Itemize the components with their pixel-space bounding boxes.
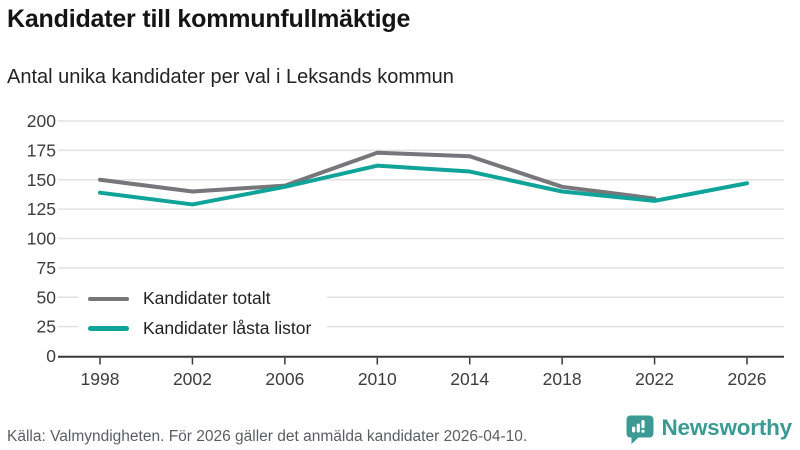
legend-swatch: [88, 296, 129, 301]
y-axis-tick-label: 75: [37, 258, 56, 278]
y-axis-tick-label: 25: [37, 317, 56, 337]
legend-swatch: [88, 326, 129, 331]
chart-subtitle: Antal unika kandidater per val i Leksand…: [7, 66, 454, 88]
x-axis-tick-label: 2010: [358, 369, 397, 389]
source-note: Källa: Valmyndigheten. För 2026 gäller d…: [7, 428, 528, 445]
x-axis-tick-label: 2022: [635, 369, 674, 389]
y-axis-tick-label: 50: [37, 287, 57, 307]
legend-label: Kandidater totalt: [143, 288, 271, 309]
legend-item-totalt: Kandidater totalt: [88, 284, 311, 314]
y-axis-tick-label: 150: [27, 170, 56, 190]
chart-title: Kandidater till kommunfullmäktige: [7, 5, 411, 33]
x-axis-tick-label: 2018: [543, 369, 582, 389]
legend: Kandidater totalt Kandidater låsta listo…: [78, 284, 328, 344]
y-axis-tick-label: 175: [27, 140, 56, 160]
y-axis-tick-label: 0: [46, 346, 56, 366]
series-line: [98, 150, 657, 201]
newsworthy-logo-icon: [626, 415, 654, 444]
y-axis-tick-label: 100: [27, 229, 56, 249]
x-axis-tick-label: 2014: [450, 369, 489, 389]
x-axis-tick-label: 2002: [173, 369, 212, 389]
x-axis-tick-label: 1998: [81, 369, 120, 389]
x-axis-tick-label: 2006: [265, 369, 304, 389]
legend-label: Kandidater låsta listor: [143, 317, 312, 338]
brand-wordmark: Newsworthy: [661, 415, 792, 440]
legend-item-lasta-listor: Kandidater låsta listor: [88, 314, 311, 344]
series-line: [98, 163, 749, 207]
newsworthy-logo[interactable]: Newsworthy: [626, 415, 792, 445]
x-axis-tick-label: 2026: [728, 369, 767, 389]
y-axis-tick-label: 200: [27, 111, 56, 131]
y-axis-tick-label: 125: [27, 199, 56, 219]
